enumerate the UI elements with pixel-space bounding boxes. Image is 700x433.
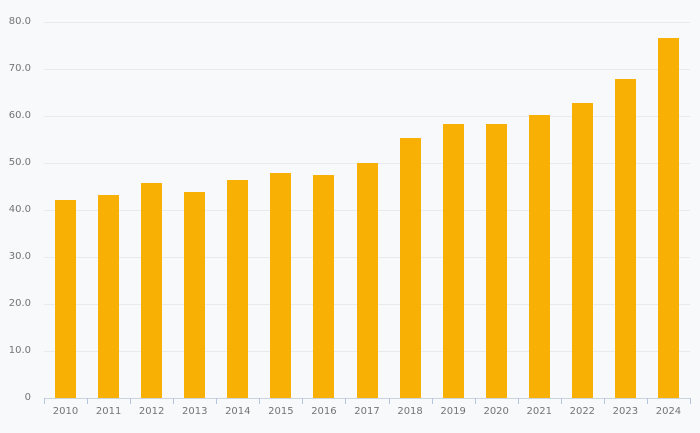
y-gridline xyxy=(44,21,690,23)
bar[interactable] xyxy=(528,115,550,398)
y-gridline xyxy=(44,115,690,117)
bar[interactable] xyxy=(313,174,335,398)
y-axis-label: 0 xyxy=(24,392,31,403)
x-axis-label: 2015 xyxy=(268,406,294,417)
y-axis-label: 20.0 xyxy=(8,298,31,309)
x-axis-label: 2013 xyxy=(181,406,208,417)
x-axis-line xyxy=(44,397,690,399)
bar[interactable] xyxy=(227,179,249,398)
x-axis-label: 2017 xyxy=(354,406,380,417)
bar[interactable] xyxy=(184,191,206,398)
bar[interactable] xyxy=(356,163,378,398)
x-axis-tick xyxy=(431,398,433,404)
bar[interactable] xyxy=(614,79,636,398)
x-axis-tick xyxy=(603,398,605,404)
x-axis-label: 2018 xyxy=(397,406,423,417)
bar[interactable] xyxy=(55,199,77,398)
bar[interactable] xyxy=(270,172,292,398)
x-axis-label: 2019 xyxy=(440,406,466,417)
y-axis-label: 40.0 xyxy=(8,204,31,215)
x-axis-tick xyxy=(130,398,132,404)
x-axis-label: 2011 xyxy=(95,406,122,417)
bar[interactable] xyxy=(399,138,421,398)
y-axis-label: 60.0 xyxy=(8,110,31,121)
x-axis-label: 2014 xyxy=(225,406,251,417)
x-axis-label: 2016 xyxy=(311,406,337,417)
bar[interactable] xyxy=(141,182,163,398)
x-axis-tick xyxy=(560,398,562,404)
y-axis-label: 50.0 xyxy=(8,157,31,168)
x-axis-tick xyxy=(259,398,261,404)
x-axis-tick xyxy=(517,398,519,404)
x-axis-tick xyxy=(646,398,648,404)
bar[interactable] xyxy=(571,103,593,398)
x-axis-label: 2022 xyxy=(569,406,596,417)
y-axis-label: 10.0 xyxy=(8,345,31,356)
y-axis-label: 70.0 xyxy=(8,63,31,74)
x-axis-tick xyxy=(44,398,45,404)
x-axis-tick xyxy=(474,398,476,404)
y-gridline xyxy=(44,68,690,70)
x-axis-label: 2010 xyxy=(52,406,79,417)
x-axis-tick xyxy=(302,398,304,404)
bar[interactable] xyxy=(485,123,507,398)
x-axis-tick xyxy=(388,398,390,404)
y-axis-label: 80.0 xyxy=(8,16,31,27)
x-axis-tick xyxy=(173,398,175,404)
x-axis-tick xyxy=(345,398,347,404)
y-axis-label: 30.0 xyxy=(8,251,31,262)
bar[interactable] xyxy=(98,194,120,398)
x-axis-label: 2021 xyxy=(526,406,552,417)
x-axis-tick xyxy=(690,398,691,404)
x-axis-label: 2023 xyxy=(612,406,639,417)
x-axis-label: 2024 xyxy=(655,406,682,417)
x-axis-label: 2012 xyxy=(138,406,165,417)
bar[interactable] xyxy=(442,123,464,398)
x-axis-label: 2020 xyxy=(483,406,509,417)
x-axis-tick xyxy=(216,398,218,404)
x-axis-tick xyxy=(87,398,89,404)
bar[interactable] xyxy=(657,37,679,398)
